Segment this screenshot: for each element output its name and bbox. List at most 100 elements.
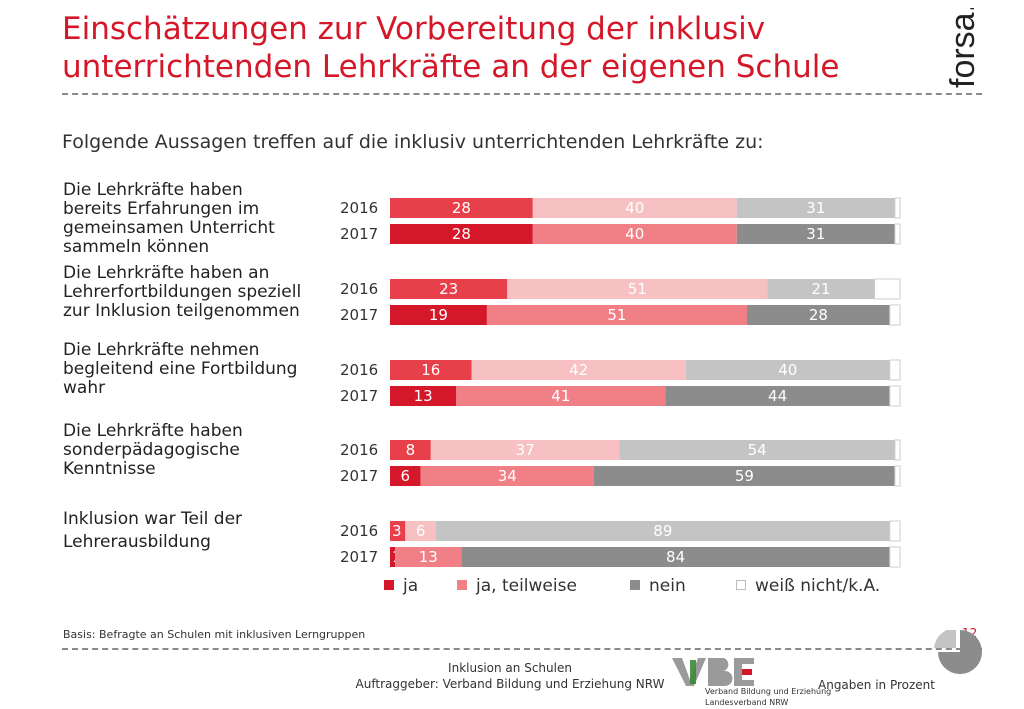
footer-divider (62, 648, 982, 650)
data-label: 6 (416, 522, 426, 540)
data-label: 21 (811, 280, 830, 298)
question-line: gemeinsamen Unterricht (63, 218, 275, 238)
bar-segment (461, 547, 890, 567)
question-label: Die Lehrkräfte nehmen begleitend eine For… (63, 341, 328, 398)
pie-decoration-icon (934, 630, 982, 674)
legend-swatch-ja (384, 580, 394, 590)
bar-segment (532, 224, 737, 244)
bar-segment (685, 360, 890, 380)
bar-segment (420, 466, 594, 486)
legend-swatch-nein (630, 580, 640, 590)
question-line: Lehrerfortbildungen speziell (63, 282, 302, 302)
bar-segment (894, 197, 901, 219)
legend-label-ja-teilweise: ja, teilweise (476, 576, 577, 596)
vbe-line-1: Verband Bildung und Erziehung (705, 687, 832, 696)
data-label: 31 (806, 225, 825, 243)
bar-segment (390, 440, 431, 460)
data-label: 59 (735, 467, 754, 485)
question-line: Die Lehrkräfte haben an (63, 263, 270, 283)
data-label: 40 (625, 199, 644, 217)
question-line: Kenntnisse (63, 459, 156, 479)
year-label: 2016 (340, 522, 379, 540)
bar-segment (471, 360, 686, 380)
data-label: 40 (625, 225, 644, 243)
bar-segment (874, 278, 901, 300)
year-label: 2017 (340, 225, 379, 243)
data-label: 28 (809, 306, 828, 324)
data-label: 19 (429, 306, 448, 324)
bar-segment (889, 546, 901, 568)
basis-note: Basis: Befragte an Schulen mit inklusive… (63, 628, 366, 641)
data-label: 3 (392, 522, 402, 540)
vbe-subtitle: Verband Bildung und Erziehung Landesverb… (705, 686, 831, 708)
data-label: 28 (452, 199, 471, 217)
data-label: 42 (569, 361, 588, 379)
footer-client: Auftraggeber: Verband Bildung und Erzieh… (355, 677, 665, 691)
year-label: 2017 (340, 387, 379, 405)
data-label: 84 (666, 548, 685, 566)
footer-info: Inklusion an Schulen Auftraggeber: Verba… (300, 660, 720, 692)
bar-segment (889, 359, 901, 381)
data-label: 13 (414, 387, 433, 405)
header-divider (62, 93, 982, 95)
question-line: bereits Erfahrungen im (63, 199, 260, 219)
bar-segment (889, 304, 901, 326)
legend-item-ja: ja (384, 576, 418, 596)
data-label: 41 (551, 387, 570, 405)
vbe-line-2: Landesverband NRW (705, 698, 789, 707)
data-label: 54 (748, 441, 767, 459)
legend-swatch-ja-teilweise (457, 580, 467, 590)
bar-segment (736, 198, 895, 218)
question-label: Die Lehrkräfte haben bereits Erfahrungen … (63, 181, 328, 257)
bar-segment (390, 279, 508, 299)
bar-segment (619, 440, 895, 460)
data-label: 34 (498, 467, 517, 485)
title-line-1: Einschätzungen zur Vorbereitung der inkl… (62, 11, 766, 47)
legend-swatch-weiss-nicht (736, 580, 746, 590)
bar-segment (405, 521, 436, 541)
data-label: 44 (768, 387, 787, 405)
bar-segment (390, 360, 472, 380)
data-label: 31 (806, 199, 825, 217)
year-label: 2016 (340, 199, 379, 217)
footer-topic: Inklusion an Schulen (448, 661, 572, 675)
legend-item-weiss-nicht: weiß nicht/k.A. (736, 576, 880, 596)
year-label: 2016 (340, 361, 379, 379)
question-line: Die Lehrkräfte haben (63, 180, 243, 200)
units-note: Angaben in Prozent (818, 678, 935, 692)
bar-segment (390, 521, 406, 541)
bar-segment (747, 305, 890, 325)
data-label: 28 (452, 225, 471, 243)
data-label: 40 (778, 361, 797, 379)
data-label: 13 (419, 548, 438, 566)
bar-segment (736, 224, 895, 244)
question-line: Lehrerausbildung (63, 532, 211, 552)
bar-segment (430, 440, 620, 460)
data-label: 51 (628, 280, 647, 298)
question-label: Die Lehrkräfte haben sonderpädagogische Ke… (63, 422, 328, 479)
data-label: 8 (406, 441, 416, 459)
year-label: 2017 (340, 306, 379, 324)
legend-item-ja-teilweise: ja, teilweise (457, 576, 577, 596)
question-line: Die Lehrkräfte nehmen (63, 340, 260, 360)
legend-label-ja: ja (403, 576, 419, 596)
legend-label-nein: nein (649, 576, 686, 596)
question-label: Die Lehrkräfte haben an Lehrerfortbildung… (63, 264, 328, 321)
question-line: begleitend eine Fortbildung (63, 359, 298, 379)
question-line: wahr (63, 378, 106, 398)
bar-segment (390, 547, 396, 567)
data-label: 6 (401, 467, 411, 485)
bar-segment (889, 520, 901, 542)
question-line: zur Inklusion teilgenommen (63, 301, 300, 321)
question-line: Die Lehrkräfte haben (63, 421, 243, 441)
bar-segment (390, 224, 533, 244)
year-label: 2017 (340, 548, 379, 566)
bar-segment (395, 547, 462, 567)
bar-segment (665, 386, 890, 406)
year-label: 2016 (340, 441, 379, 459)
bar-segment (594, 466, 895, 486)
question-line: sonderpädagogische (63, 440, 240, 460)
data-label: 16 (421, 361, 440, 379)
bar-segment (767, 279, 875, 299)
